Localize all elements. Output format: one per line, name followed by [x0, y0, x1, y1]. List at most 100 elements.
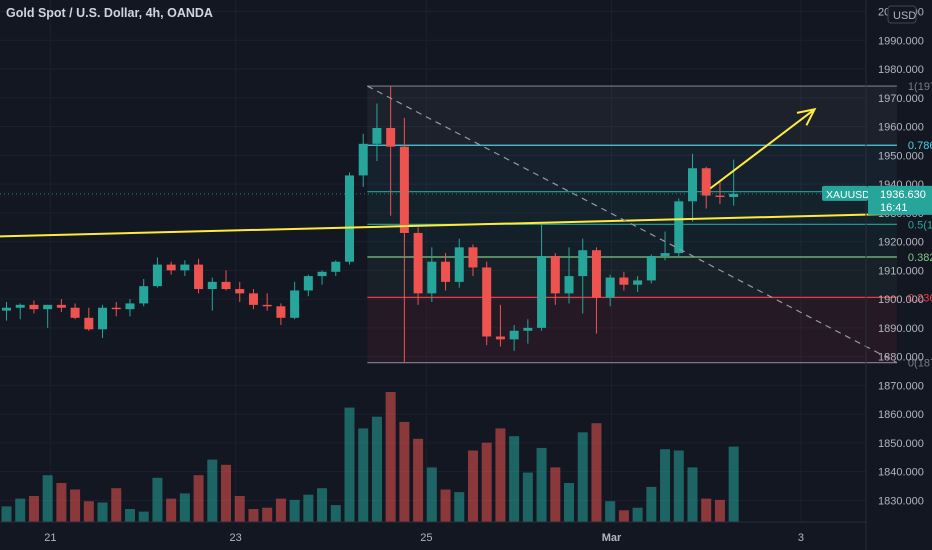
- volume-bar: [179, 493, 190, 522]
- price-axis[interactable]: 1830.000 1840.000 1850.000 1860.000 1870.000…: [865, 0, 924, 550]
- volume-bar: [152, 477, 163, 522]
- candle-body: [427, 261, 437, 294]
- candle-body: [605, 277, 615, 298]
- candle-body: [701, 168, 711, 196]
- price-tick-label: 1990.000: [878, 35, 924, 47]
- candle-body: [15, 304, 25, 308]
- volume-bar: [234, 496, 245, 522]
- volume-bar: [714, 499, 725, 522]
- fib-zone: [367, 224, 897, 257]
- volume-layer: [1, 392, 739, 522]
- time-tick-label: Mar: [602, 532, 622, 544]
- volume-bar: [591, 423, 602, 522]
- candle-body: [646, 255, 656, 281]
- volume-bar: [454, 492, 465, 522]
- candle-body: [235, 289, 245, 294]
- price-tick-label: 1890.000: [878, 323, 924, 335]
- volume-bar: [577, 432, 588, 522]
- price-tick-label: 1830.000: [878, 495, 924, 507]
- price-tick-label: 1910.000: [878, 265, 924, 277]
- volume-bar: [467, 450, 478, 522]
- time-axis[interactable]: 212325Mar379: [0, 521, 932, 544]
- volume-bar: [70, 489, 81, 522]
- volume-bar: [426, 467, 437, 522]
- time-tick-label: 25: [420, 532, 432, 544]
- candle-body: [372, 127, 382, 144]
- trendline: [0, 211, 932, 238]
- candle-layer: [2, 86, 739, 363]
- candle-body: [152, 264, 162, 287]
- fib-zone: [367, 86, 897, 146]
- candle-body: [537, 255, 547, 328]
- volume-bar: [371, 416, 382, 522]
- candle-body: [550, 255, 560, 294]
- arrow-head: [796, 107, 817, 126]
- volume-bar: [358, 428, 369, 522]
- volume-bar: [399, 421, 410, 522]
- chart-title: Gold Spot / U.S. Dollar, 4h, OANDA: [6, 6, 213, 20]
- volume-bar: [275, 498, 286, 522]
- volume-bar: [42, 475, 53, 522]
- volume-bar: [440, 489, 451, 522]
- volume-bar: [138, 511, 149, 522]
- candle-body: [111, 307, 121, 310]
- volume-bar: [618, 510, 629, 522]
- volume-bar: [385, 392, 396, 522]
- price-tag-countdown: 16:41: [880, 202, 908, 214]
- candle-body: [413, 232, 423, 294]
- candle-body: [317, 271, 327, 277]
- candle-body: [399, 146, 409, 233]
- projection-arrow: [709, 108, 816, 190]
- candle-body: [180, 264, 190, 271]
- candle-body: [660, 253, 670, 256]
- candle-body: [729, 193, 739, 198]
- currency-badge: [887, 5, 917, 24]
- volume-bar: [330, 505, 341, 522]
- price-tag-value: 1936.630: [880, 189, 926, 201]
- candle-body: [98, 307, 108, 330]
- volume-bar: [124, 509, 135, 522]
- volume-bar: [564, 483, 575, 522]
- candle-body: [56, 304, 66, 308]
- candle-body: [2, 307, 11, 311]
- candle-body: [509, 330, 519, 340]
- volume-bar: [56, 483, 67, 522]
- volume-bar: [509, 436, 520, 522]
- fib-level-label: 1(1974.083): [908, 81, 932, 93]
- candle-body: [248, 293, 258, 305]
- candle-body: [166, 264, 176, 271]
- candle-body: [495, 336, 505, 340]
- volume-bar: [28, 496, 39, 522]
- time-tick-label: 23: [229, 532, 241, 544]
- volume-bar: [550, 467, 561, 522]
- price-tick-label: 1920.000: [878, 237, 924, 249]
- drawing-layer[interactable]: [0, 85, 932, 364]
- fib-zone: [367, 297, 897, 363]
- candle-body: [633, 280, 643, 285]
- volume-bar: [221, 464, 232, 522]
- volume-bar: [97, 502, 108, 522]
- fib-level-label: 0.5(1926.000): [908, 219, 932, 231]
- candle-body: [29, 304, 39, 310]
- candle-body: [358, 143, 368, 176]
- candle-body: [454, 247, 464, 282]
- volume-bar: [111, 488, 122, 522]
- candle-body: [70, 307, 80, 318]
- volume-bar: [495, 428, 506, 522]
- fib-trend-line: [367, 85, 898, 364]
- currency-label: USD: [893, 10, 916, 22]
- candle-body: [276, 306, 286, 318]
- volume-bar: [413, 438, 424, 522]
- volume-bar: [262, 507, 273, 522]
- fib-level-label: 0.786(1953.503): [908, 140, 932, 152]
- volume-bar: [83, 501, 94, 522]
- price-tick-label: 1970.000: [878, 93, 924, 105]
- volume-bar: [207, 459, 218, 522]
- candle-body: [303, 276, 313, 291]
- fib-level-label: 0(1877.918): [908, 358, 932, 370]
- price-tick-label: 1850.000: [878, 438, 924, 450]
- fib-level-label: 0.382(1914.653): [908, 252, 932, 264]
- candle-body: [468, 247, 478, 268]
